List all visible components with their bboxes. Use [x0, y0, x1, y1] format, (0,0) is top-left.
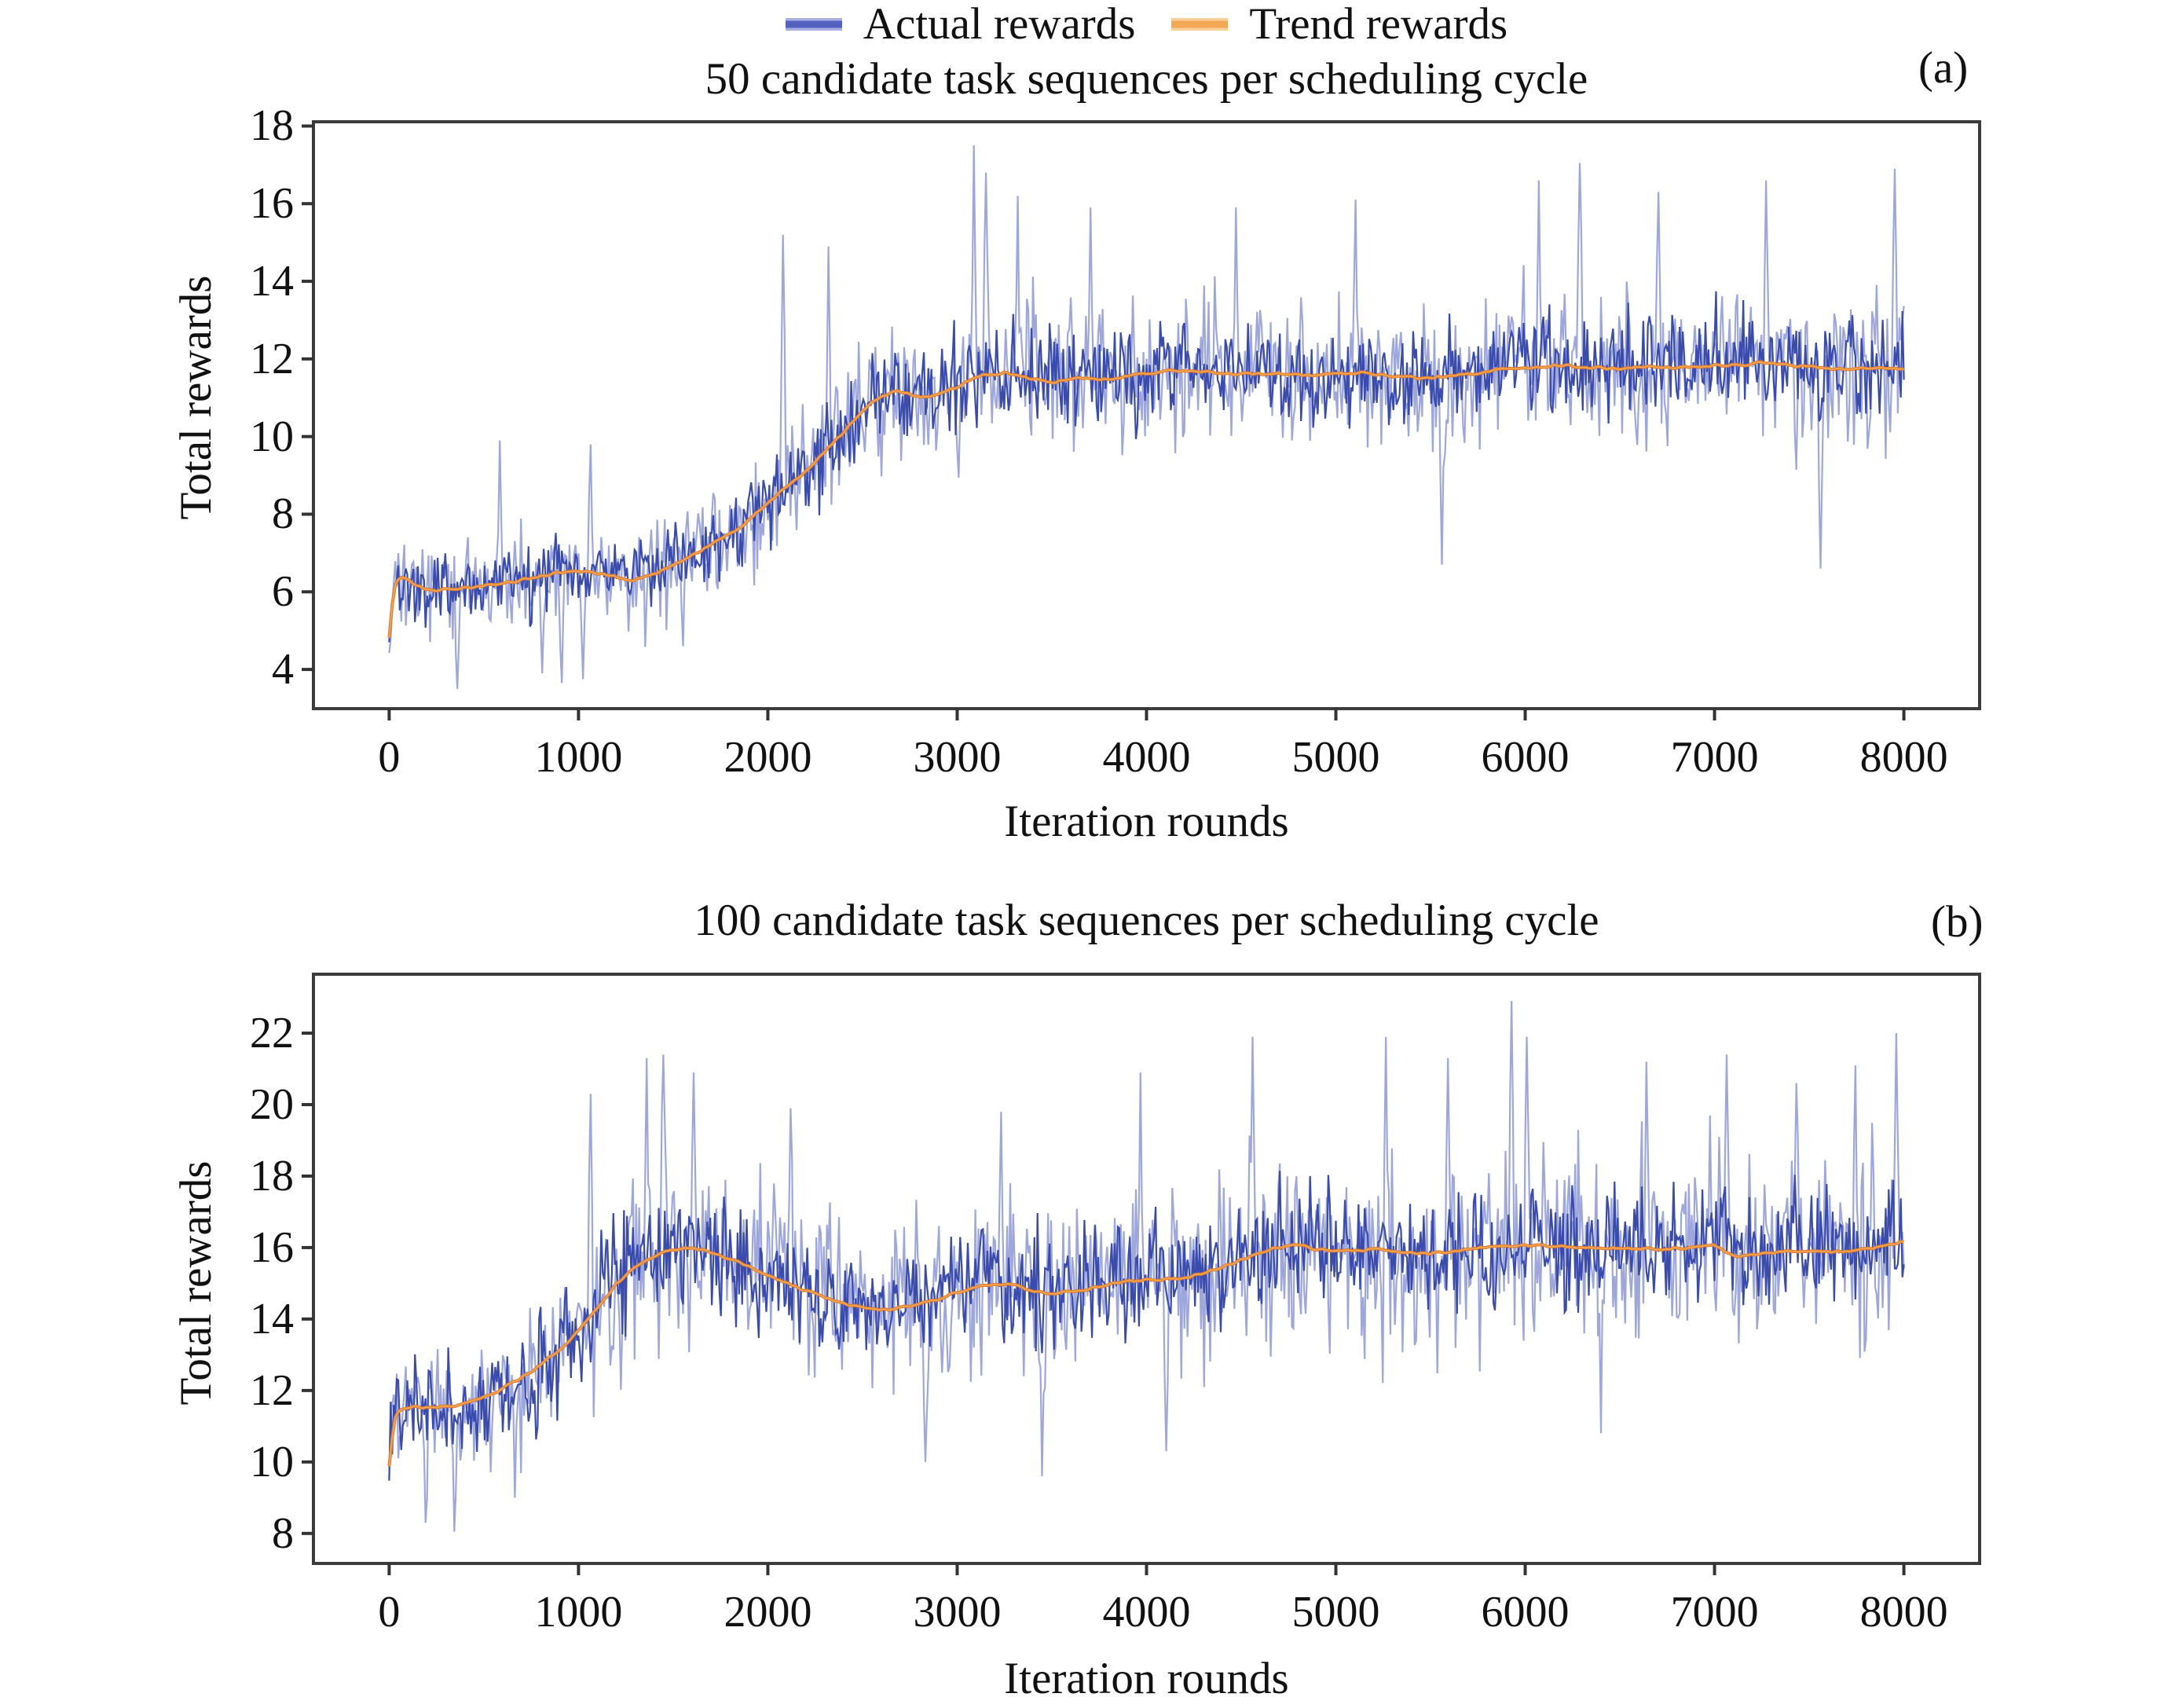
x-tick-label: 7000 — [1670, 733, 1759, 782]
y-tick-label: 22 — [250, 1009, 294, 1058]
x-tick-label: 4000 — [1102, 1588, 1191, 1637]
actual-rewards-line-sample — [785, 18, 842, 31]
x-tick-label: 8000 — [1859, 1588, 1948, 1637]
chart-a — [302, 120, 1981, 720]
x-tick-label: 3000 — [913, 733, 1002, 782]
panel-a-xlabel: Iteration rounds — [1004, 797, 1289, 846]
y-tick-label: 16 — [250, 179, 294, 229]
x-tick-label: 7000 — [1670, 1588, 1759, 1637]
y-tick-label: 14 — [250, 1294, 294, 1343]
y-tick-label: 12 — [250, 1365, 294, 1415]
y-tick-label: 10 — [250, 412, 294, 461]
y-tick-label: 8 — [272, 1508, 294, 1558]
trend-rewards-series-highlight — [388, 361, 1904, 638]
x-tick-label: 2000 — [723, 1588, 812, 1637]
y-tick-label: 14 — [250, 257, 294, 306]
legend-label: Actual rewards — [863, 0, 1136, 49]
actual-rewards-series — [388, 1171, 1905, 1481]
y-tick-label: 6 — [272, 567, 294, 617]
legend-item-actual: Actual rewards — [785, 0, 1136, 49]
y-tick-label: 18 — [250, 101, 294, 151]
trend-rewards-line-sample — [1171, 18, 1229, 31]
x-tick-label: 5000 — [1291, 733, 1380, 782]
y-tick-label: 4 — [272, 645, 294, 695]
x-tick-label: 1000 — [534, 733, 623, 782]
panel-b-label: (b) — [1931, 897, 1984, 947]
x-tick-label: 2000 — [723, 733, 812, 782]
x-tick-label: 5000 — [1291, 1588, 1380, 1637]
trend-rewards-series-highlight — [388, 1241, 1904, 1467]
panel-a-title: 50 candidate task sequences per scheduli… — [705, 54, 1588, 104]
x-tick-label: 0 — [378, 733, 401, 782]
y-tick-label: 8 — [272, 489, 294, 539]
y-tick-label: 12 — [250, 334, 294, 383]
x-tick-label: 6000 — [1481, 1588, 1570, 1637]
actual-rewards-series-light — [388, 1001, 1905, 1532]
x-tick-label: 4000 — [1102, 733, 1191, 782]
y-tick-label: 10 — [250, 1437, 294, 1486]
x-tick-label: 3000 — [913, 1588, 1002, 1637]
chart-b — [302, 973, 1981, 1575]
panel-a-label: (a) — [1918, 43, 1969, 93]
legend-item-trend: Trend rewards — [1171, 0, 1507, 49]
actual-rewards-series-light — [388, 145, 1905, 689]
legend: Actual rewards Trend rewards — [313, 0, 1980, 49]
actual-rewards-series — [388, 291, 1905, 643]
x-tick-label: 1000 — [534, 1588, 623, 1637]
panel-b-xlabel: Iteration rounds — [1004, 1654, 1289, 1703]
y-tick-label: 16 — [250, 1222, 294, 1272]
panel-b-title: 100 candidate task sequences per schedul… — [694, 896, 1599, 945]
x-tick-label: 6000 — [1481, 733, 1570, 782]
legend-label: Trend rewards — [1249, 0, 1508, 49]
plot-box-spines — [312, 973, 1981, 1565]
panel-a-ylabel: Total rewards — [171, 275, 221, 520]
y-tick-label: 18 — [250, 1151, 294, 1200]
y-tick-label: 20 — [250, 1080, 294, 1129]
x-tick-label: 8000 — [1859, 733, 1948, 782]
x-tick-label: 0 — [378, 1588, 401, 1637]
